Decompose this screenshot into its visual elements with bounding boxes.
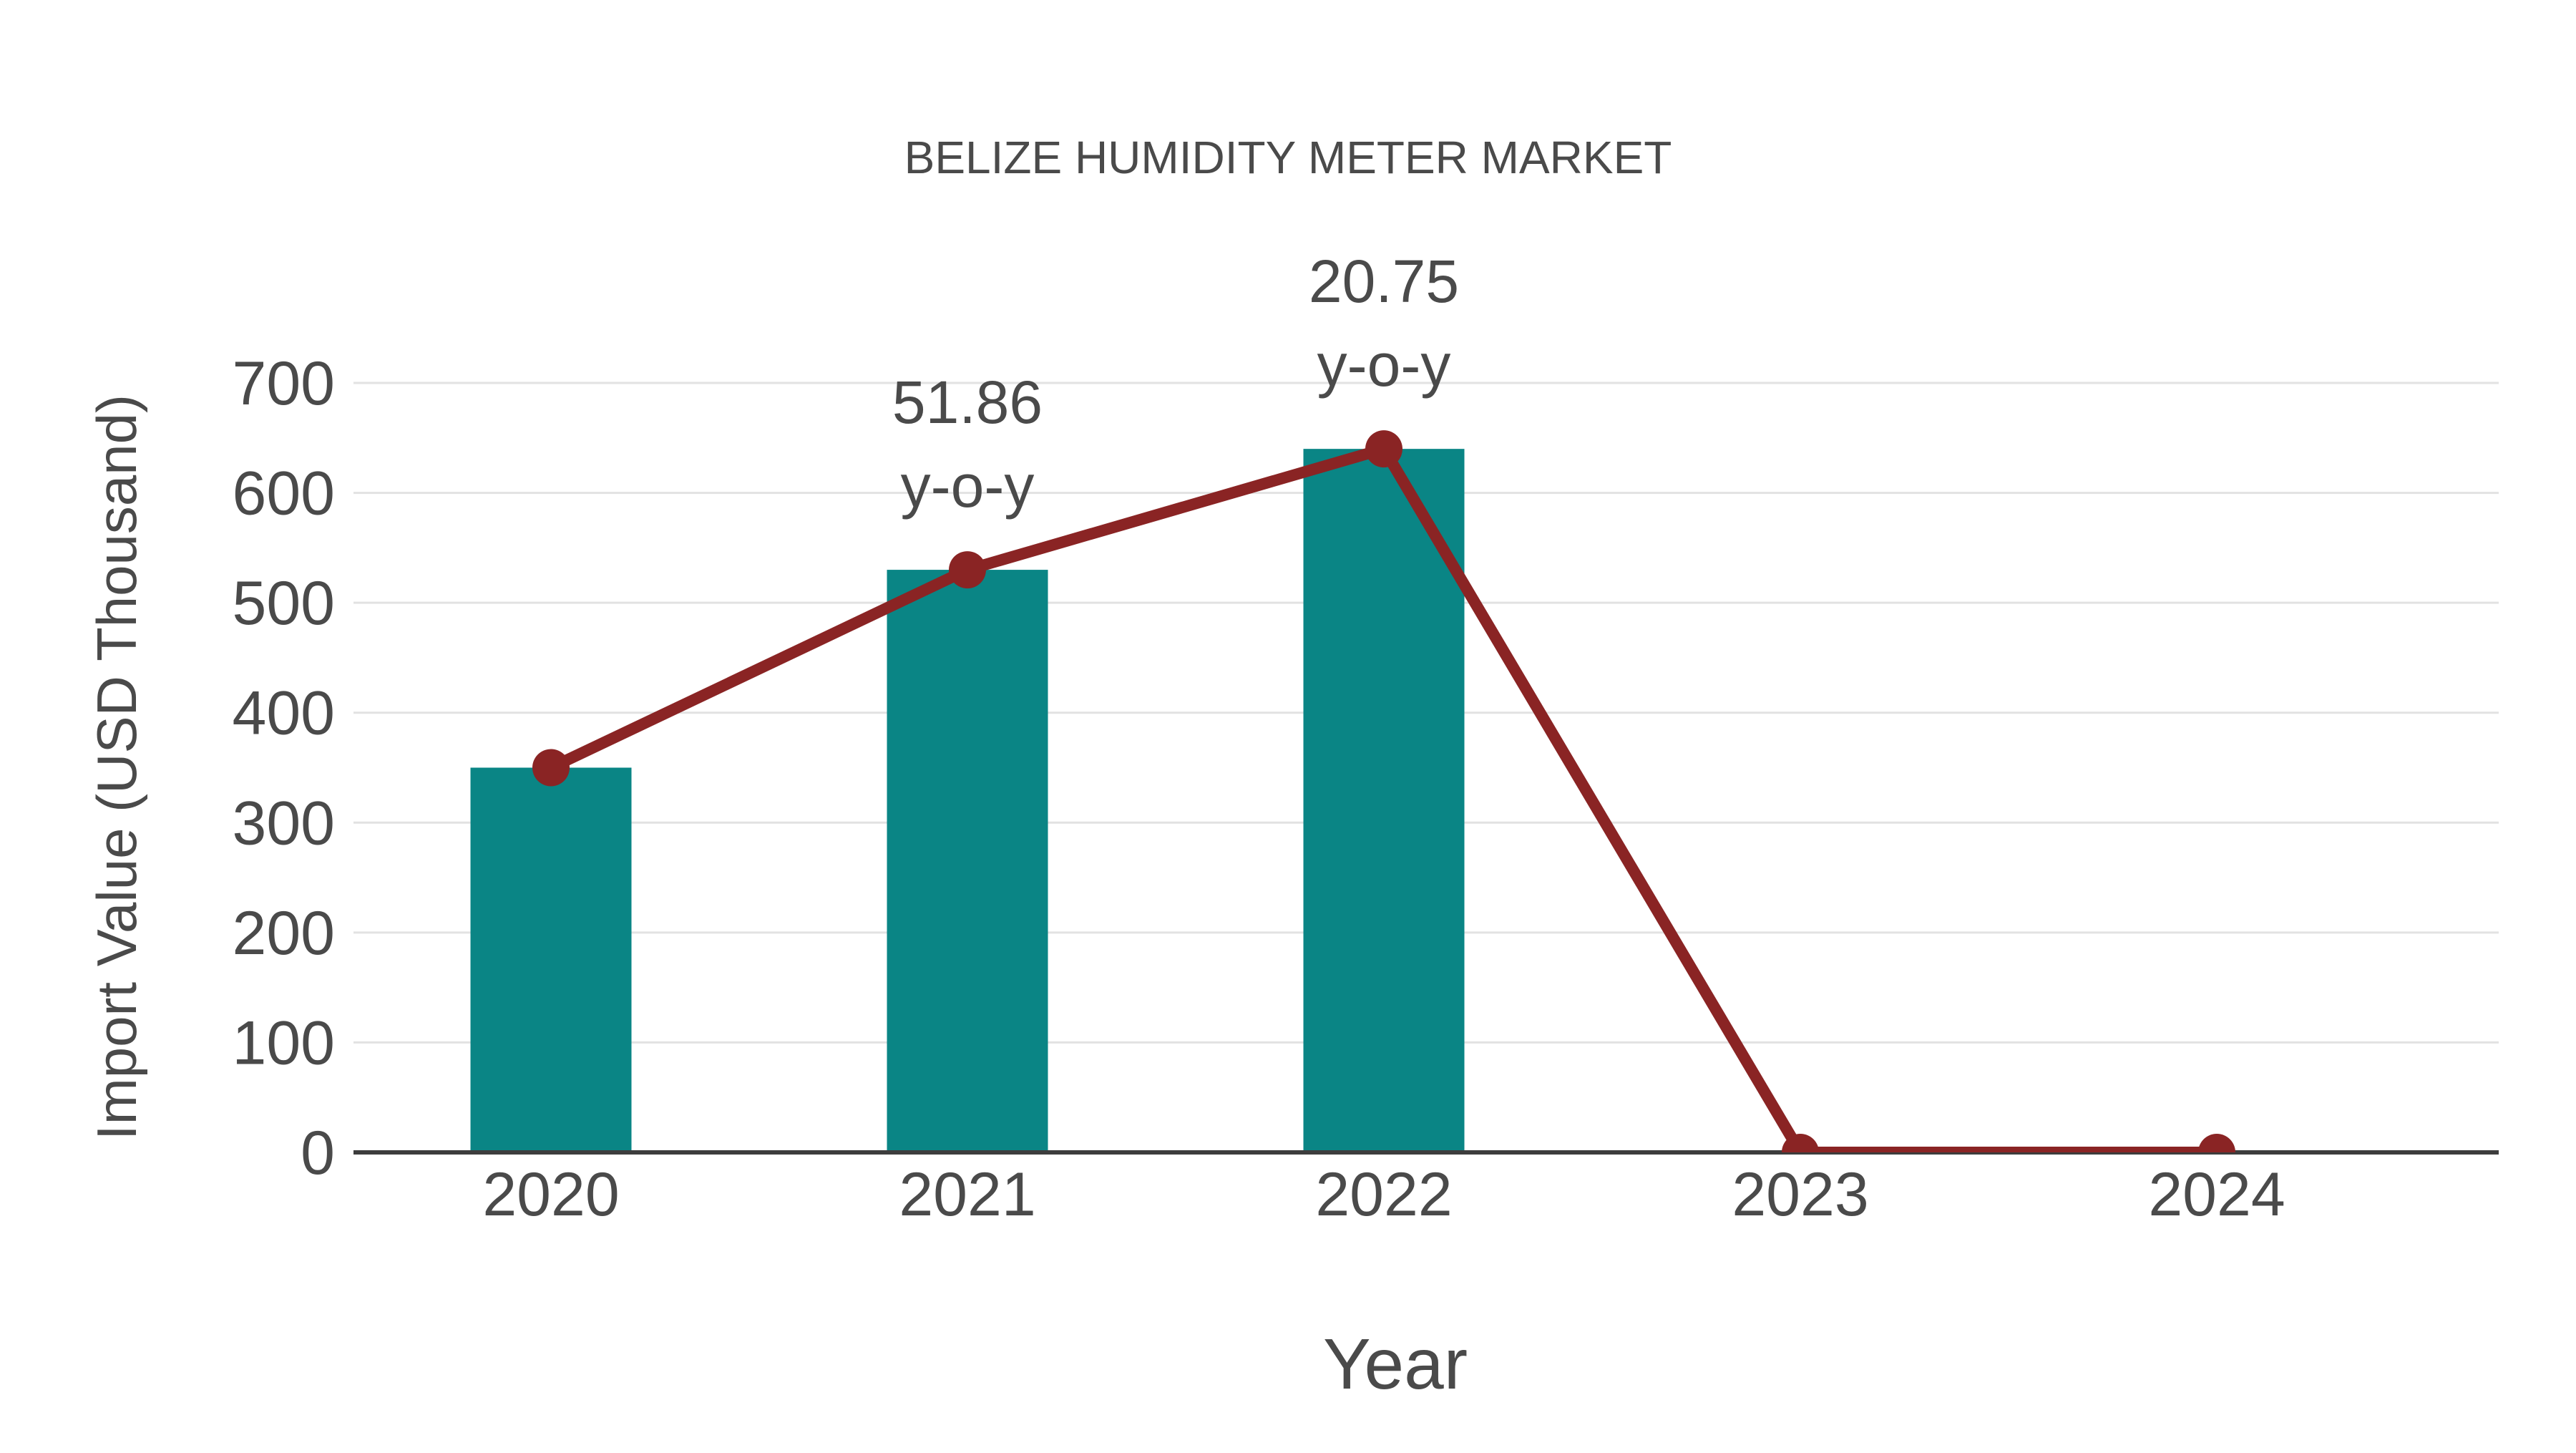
y-tick-300: 300: [233, 789, 336, 857]
x-tick-2020: 2020: [482, 1160, 619, 1229]
y-tick-600: 600: [233, 460, 336, 528]
annotation-2022-line2: y-o-y: [1317, 331, 1451, 399]
marker-2022: [1365, 430, 1402, 468]
marker-2024: [2198, 1134, 2235, 1152]
y-tick-500: 500: [233, 569, 336, 638]
marker-2020: [532, 749, 570, 787]
y-axis-tick-labels: 0 100 200 300 400 500 600 700: [233, 349, 336, 1187]
x-tick-2023: 2023: [1732, 1160, 1868, 1229]
y-tick-400: 400: [233, 679, 336, 748]
bar-2020: [470, 767, 632, 1152]
yoy-annotations: 51.86 y-o-y 20.75 y-o-y: [892, 248, 1459, 520]
annotation-2021-line2: y-o-y: [901, 452, 1035, 520]
marker-2023: [1782, 1134, 1819, 1152]
y-tick-0: 0: [301, 1119, 335, 1187]
y-tick-100: 100: [233, 1009, 336, 1077]
x-axis-title: Year: [1323, 1324, 1468, 1404]
annotation-2021-line1: 51.86: [892, 369, 1043, 436]
x-tick-2022: 2022: [1315, 1160, 1452, 1229]
bar-2022: [1303, 449, 1465, 1152]
line-series: [532, 430, 2235, 1152]
y-tick-200: 200: [233, 899, 336, 968]
bar-series: [470, 449, 1465, 1152]
x-tick-2024: 2024: [2148, 1160, 2285, 1229]
y-tick-700: 700: [233, 349, 336, 418]
marker-2021: [949, 551, 986, 589]
annotation-2022-line1: 20.75: [1309, 248, 1459, 315]
bar-2021: [887, 570, 1048, 1152]
x-axis-tick-labels: 2020 2021 2022 2023 2024: [482, 1160, 2285, 1229]
chart-title: BELIZE HUMIDITY METER MARKET: [904, 132, 1672, 183]
y-axis-title: Import Value (USD Thousand): [85, 394, 148, 1140]
x-tick-2021: 2021: [899, 1160, 1035, 1229]
